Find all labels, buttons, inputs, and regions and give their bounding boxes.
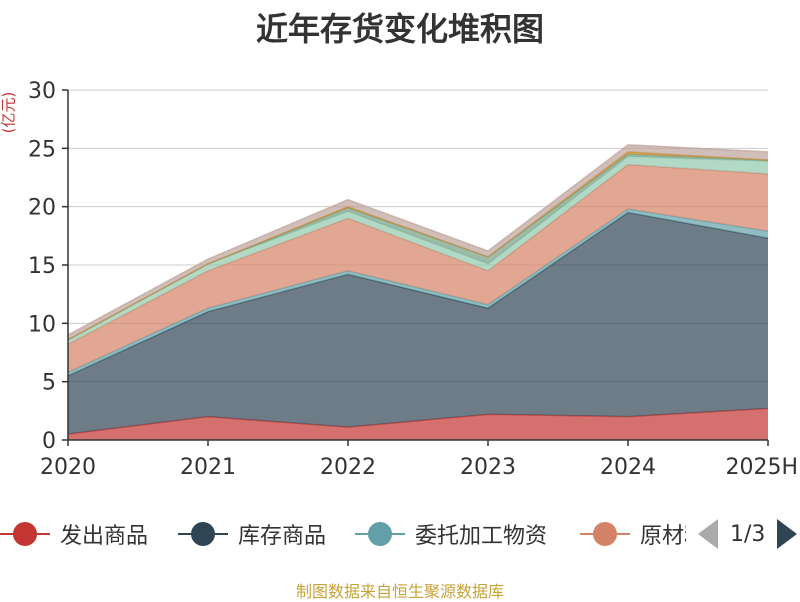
y-tick-label-3: 15 [28,254,56,279]
y-tick-label-5: 25 [28,137,56,162]
legend-prev-page-icon[interactable] [698,519,718,549]
legend-pager: 1/3 [698,518,798,550]
x-tick-label-1: 2021 [180,455,236,480]
y-tick-label-2: 10 [28,312,56,337]
area-series-3[interactable] [68,164,768,373]
y-tick-label-4: 20 [28,196,56,221]
x-tick-label-2: 2022 [320,455,376,480]
x-tick-label-0: 2020 [40,455,96,480]
legend-item-1[interactable]: 库存商品 [178,512,326,556]
data-source-note: 制图数据来自恒生聚源数据库 [295,582,504,601]
x-tick-label-4: 2024 [600,455,656,480]
legend-marker-icon [178,512,228,556]
y-tick-label-1: 5 [42,371,56,396]
legend-item-2[interactable]: 委托加工物资 [355,512,547,556]
legend-marker-icon [580,512,630,556]
legend-next-page-icon[interactable] [777,519,798,549]
legend: 发出商品 库存商品 委托加工物资 原材料 1/3 [0,512,800,556]
chart-title: 近年存货变化堆积图 [255,10,544,48]
legend-page-indicator: 1/3 [730,521,766,547]
legend-marker-icon [355,512,405,556]
x-tick-label-5: 2025H [725,455,798,480]
area-series-line-7 [67,144,769,336]
axes: 0 5 10 15 20 25 30 2020 2021 2022 2023 2024 2025H [28,79,798,480]
legend-item-3[interactable]: 原材料 [580,512,686,556]
area-series [67,144,769,440]
y-tick-label-0: 0 [42,429,56,454]
legend-marker-icon [0,512,50,556]
legend-label: 库存商品 [238,524,327,549]
legend-label: 发出商品 [60,524,149,549]
legend-items: 发出商品 库存商品 委托加工物资 原材料 [0,512,686,556]
legend-label: 委托加工物资 [415,524,548,549]
y-tick-label-6: 30 [28,79,56,104]
legend-item-0[interactable]: 发出商品 [0,512,148,556]
x-tick-label-3: 2023 [460,455,516,480]
legend-label: 原材料 [640,524,686,549]
area-series-1[interactable] [68,212,768,435]
